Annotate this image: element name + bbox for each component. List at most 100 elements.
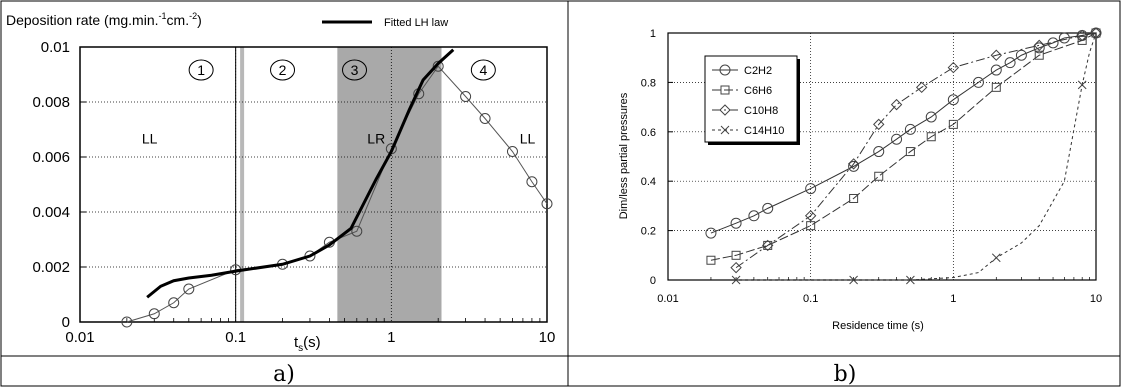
panel-a-ytick-label: 0: [62, 314, 70, 331]
panel-b-xtick-label: 10: [1090, 293, 1102, 305]
series-c10h8-point: [1076, 29, 1088, 42]
panel-b-legend: C2H2 C6H6 C10H8 C14H10: [704, 55, 800, 145]
panel-a-data-point: [526, 176, 538, 188]
regime-label: LR: [367, 130, 385, 146]
panel-a-data-point: [351, 225, 363, 237]
series-c2h2-point: [904, 123, 916, 135]
series-c10h8-point: [947, 61, 960, 74]
series-c14h10-point: [1077, 80, 1087, 90]
legend-c2h2-marker: [719, 64, 731, 76]
region-label-number: 2: [279, 62, 287, 78]
panel-a-ytick-label: 0.008: [32, 94, 70, 111]
legend-c10h8-marker: [719, 104, 731, 116]
region-label-circle: [188, 59, 214, 81]
regime-label: LL: [142, 130, 158, 146]
series-c2h2-point: [848, 160, 860, 172]
panel-a-ytick-label: 0.004: [32, 204, 70, 221]
panel-a-data-point: [432, 60, 444, 72]
panel-a-ytick-label: 0.006: [32, 149, 70, 166]
series-c2h2-point: [1058, 32, 1070, 44]
series-c14h10-point: [906, 275, 915, 285]
panel-b-ytick-label: 0: [650, 275, 656, 287]
series-c6h6-point: [763, 240, 773, 250]
series-c10h8-point: [804, 210, 817, 222]
panel-b-ytick-label: 0.6: [641, 127, 656, 139]
panel-b-xtick-label: 1: [950, 293, 956, 305]
panel-a-data-point: [541, 198, 553, 210]
region-3-shaded-band: [337, 47, 442, 322]
panel-b-xtick-label: 0.01: [657, 293, 678, 305]
panel-a-xlabel: ts(s): [294, 334, 321, 354]
series-c6h6-point: [1077, 35, 1087, 45]
series-c6h6-point: [874, 171, 884, 181]
series-c10h8-point: [1033, 39, 1045, 52]
panel-a-data-point: [506, 146, 518, 157]
series-c6h6-point: [1034, 50, 1044, 60]
panel-a-fitted-lh-line: [146, 48, 455, 299]
series-c2h2-point: [990, 64, 1002, 76]
series-c10h8-line: [735, 32, 1097, 269]
series-c2h2-line: [710, 32, 1097, 234]
legend-c2h2-label: C2H2: [744, 65, 772, 77]
panel-a-ytick-label: 0.002: [32, 259, 70, 276]
panel-a-data-point: [460, 91, 472, 102]
region-label-circle: [270, 59, 296, 81]
panel-a-ylabel: Deposition rate (mg.min.-1cm.-2): [6, 11, 202, 28]
series-c2h2-point: [705, 227, 717, 239]
series-c2h2-point: [762, 202, 774, 214]
panel-a-xtick-label: 10: [539, 329, 556, 346]
gray-marker-bar: [240, 47, 245, 322]
series-c2h2-point: [1004, 57, 1016, 69]
series-c6h6-point: [948, 119, 958, 129]
series-c2h2-point: [730, 217, 742, 229]
series-c2h2-point: [805, 183, 817, 195]
series-c6h6-line: [710, 32, 1097, 261]
legend-c14h10-label: C14H10: [744, 125, 784, 137]
series-c14h10-point: [849, 275, 858, 285]
series-c14h10-point: [731, 275, 741, 285]
caption-b: b): [834, 362, 857, 387]
legend-c10h8-label: C10H8: [744, 105, 778, 117]
panel-b-ytick-label: 0.8: [641, 77, 656, 89]
series-c10h8-point: [890, 98, 903, 111]
panel-a-data-point: [183, 283, 195, 295]
region-label-number: 4: [479, 62, 487, 78]
series-c6h6-point: [991, 82, 1001, 92]
series-c2h2-point: [947, 94, 959, 106]
legend-c14h10-marker: [720, 125, 730, 135]
series-c2h2-point: [925, 111, 937, 123]
panel-a-legend-label: Fitted LH law: [384, 17, 448, 29]
series-c2h2-point: [873, 146, 885, 158]
panel-b-ytick-label: 0.2: [641, 226, 656, 238]
series-c10h8-point: [847, 158, 860, 170]
panel-b-ylabel: Dim/less partial pressures: [618, 92, 630, 219]
series-c10h8-point: [1090, 27, 1102, 39]
series-c6h6-point: [926, 132, 936, 142]
panel-a-data-point: [148, 308, 160, 320]
panel-a-ytick-label: 0.01: [41, 39, 70, 56]
region-label-circle: [470, 59, 496, 81]
series-c10h8-point: [730, 261, 742, 274]
panel-b-ytick-label: 0.4: [641, 176, 656, 188]
series-c10h8-point: [915, 81, 928, 94]
region-label-number: 1: [197, 62, 205, 78]
panel-a-chart: 0 0.002 0.004 0.006 0.008 0.01 0.01 0.1 1 10 1 2 3 4…: [6, 11, 555, 354]
series-c10h8-point: [990, 49, 1002, 61]
series-c2h2-point: [748, 210, 760, 222]
series-c2h2-point: [1015, 49, 1027, 61]
panel-a-data-point: [168, 297, 180, 309]
series-c6h6-point: [806, 221, 816, 231]
series-c2h2-point: [891, 133, 903, 145]
region-label-number: 3: [351, 62, 359, 78]
regime-label: LL: [520, 130, 536, 146]
panel-b-ytick-label: 1: [650, 28, 656, 40]
series-c14h10-point: [991, 253, 1001, 263]
series-c10h8-point: [762, 239, 774, 252]
series-c6h6-point: [706, 255, 716, 265]
panel-a-data-line: [126, 65, 548, 323]
panel-a-xtick-label: 1: [387, 329, 395, 346]
legend-c6h6-marker: [720, 85, 730, 95]
series-c2h2-point: [1033, 42, 1045, 54]
panel-a-xtick-label: 0.1: [225, 329, 246, 346]
legend-c6h6-label: C6H6: [744, 85, 772, 97]
